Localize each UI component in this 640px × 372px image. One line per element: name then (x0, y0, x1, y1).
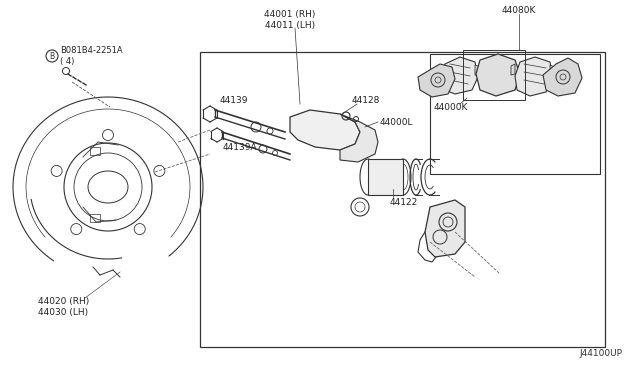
Polygon shape (290, 110, 360, 150)
Text: J44100UP: J44100UP (579, 350, 622, 359)
Polygon shape (418, 64, 455, 97)
Polygon shape (550, 65, 554, 75)
Polygon shape (476, 54, 520, 96)
Text: 44080K: 44080K (502, 6, 536, 15)
Bar (463, 50, 525, 100)
Text: 44128: 44128 (352, 96, 380, 105)
Text: 44000K: 44000K (434, 103, 468, 112)
Polygon shape (515, 57, 553, 96)
Text: 44001 (RH)
44011 (LH): 44001 (RH) 44011 (LH) (264, 10, 316, 30)
Bar (90, 214, 100, 222)
Polygon shape (475, 65, 480, 76)
Text: B081B4-2251A
( 4): B081B4-2251A ( 4) (60, 46, 123, 66)
Polygon shape (543, 58, 582, 96)
Text: 44139A: 44139A (223, 142, 258, 151)
Polygon shape (440, 57, 478, 94)
Text: 44139: 44139 (220, 96, 248, 105)
Polygon shape (437, 68, 442, 77)
Polygon shape (511, 64, 515, 75)
Text: B: B (49, 51, 54, 61)
Bar (200, 52, 605, 347)
Polygon shape (368, 159, 403, 195)
Bar (430, 54, 600, 174)
Text: 44122: 44122 (390, 198, 419, 206)
Text: 44020 (RH)
44030 (LH): 44020 (RH) 44030 (LH) (38, 297, 89, 317)
Polygon shape (340, 114, 378, 162)
Polygon shape (425, 200, 465, 257)
Bar (90, 147, 100, 155)
Text: 44000L: 44000L (380, 118, 413, 126)
